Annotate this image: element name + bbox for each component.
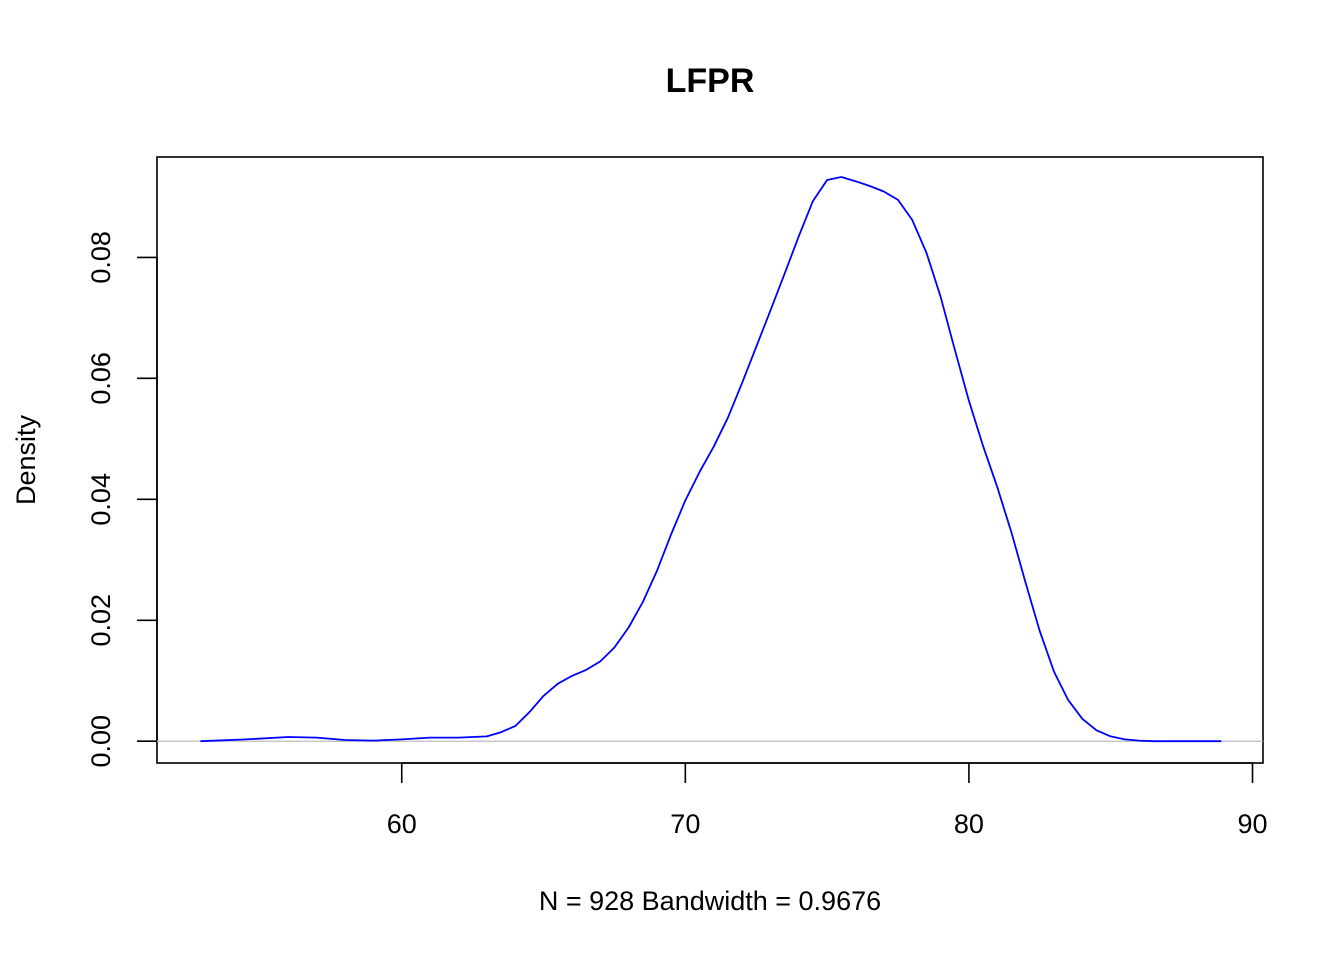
y-axis-label: Density <box>11 414 41 505</box>
y-tick-label: 0.00 <box>86 715 116 768</box>
x-tick-label: 60 <box>387 809 417 839</box>
chart-title: LFPR <box>666 62 755 100</box>
density-curve <box>200 176 1222 743</box>
y-tick-label: 0.08 <box>86 231 116 284</box>
x-axis: 60 70 80 90 <box>387 762 1268 839</box>
y-tick-label: 0.02 <box>86 594 116 647</box>
x-tick-label: 90 <box>1237 809 1267 839</box>
series-layer <box>200 176 1222 743</box>
plot-frame <box>156 156 1264 764</box>
y-axis: 0.00 0.02 0.04 0.06 0.08 <box>86 231 158 768</box>
x-tick-label: 80 <box>954 809 984 839</box>
x-tick-label: 70 <box>670 809 700 839</box>
y-tick-label: 0.04 <box>86 473 116 526</box>
x-axis-label: N = 928 Bandwidth = 0.9676 <box>539 886 881 916</box>
y-tick-label: 0.06 <box>86 352 116 405</box>
